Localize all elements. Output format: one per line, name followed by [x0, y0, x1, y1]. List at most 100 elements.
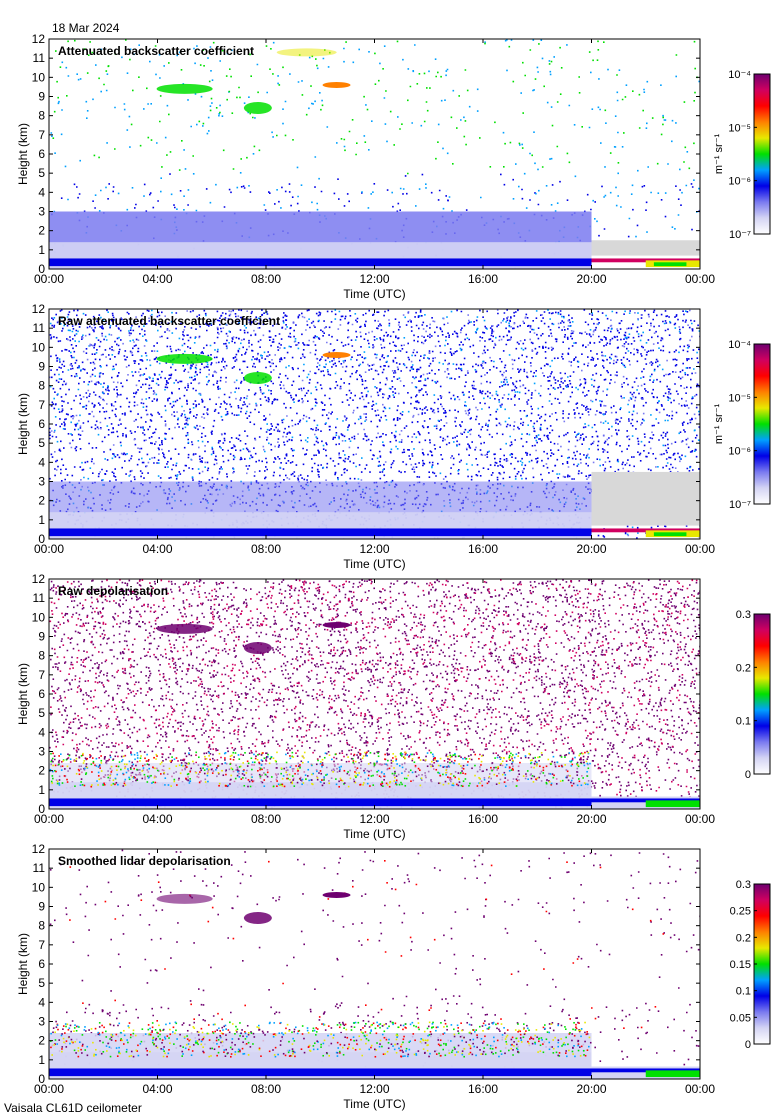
depol-speckle	[438, 782, 441, 785]
depol-speckle	[401, 753, 404, 755]
depol-speckle	[169, 1033, 172, 1036]
depol-speckle	[427, 1034, 429, 1037]
elevated-layer	[322, 892, 351, 898]
depol-speckle	[122, 785, 125, 787]
depol-speckle	[258, 1028, 261, 1031]
depol-speckle	[116, 769, 118, 771]
depol-speckle	[291, 755, 294, 758]
x-tick-label: 04:00	[142, 812, 172, 826]
depol-speckle	[315, 1031, 318, 1033]
depol-speckle	[320, 781, 322, 783]
depol-speckle	[284, 1032, 287, 1034]
depol-speckle	[352, 1036, 355, 1039]
depol-speckle	[154, 781, 157, 784]
y-tick-label: 12	[32, 32, 46, 46]
depol-speckle	[190, 1054, 193, 1057]
depol-speckle	[444, 1054, 447, 1057]
depol-speckle	[166, 1035, 169, 1037]
depol-speckle	[385, 1038, 388, 1041]
depol-speckle	[290, 781, 292, 784]
depol-speckle	[231, 1048, 234, 1051]
depol-speckle	[319, 770, 322, 772]
depol-speckle	[239, 1049, 241, 1052]
depol-speckle	[355, 772, 358, 775]
depol-speckle	[381, 782, 384, 785]
depol-speckle	[463, 1036, 465, 1039]
depol-speckle	[64, 1032, 66, 1034]
depol-speckle	[227, 784, 230, 787]
depol-speckle	[328, 782, 331, 785]
depol-speckle	[244, 1030, 246, 1033]
depol-speckle	[218, 782, 221, 785]
depol-speckle	[406, 754, 409, 756]
depol-speckle	[196, 1030, 199, 1033]
depol-speckle	[415, 1053, 417, 1055]
depol-speckle	[526, 1024, 528, 1027]
colorbar-tick-label: 0	[745, 769, 751, 781]
depol-speckle	[357, 751, 360, 754]
depol-speckle	[485, 768, 488, 771]
depol-speckle	[480, 764, 482, 766]
depol-speckle	[86, 766, 88, 769]
depol-speckle	[381, 781, 383, 783]
depol-speckle	[458, 777, 460, 780]
depol-speckle	[529, 753, 532, 756]
depol-speckle	[148, 763, 150, 766]
depol-speckle	[136, 778, 138, 781]
depol-speckle	[402, 1028, 404, 1031]
depol-speckle	[60, 753, 62, 755]
depol-speckle	[411, 759, 414, 762]
depol-speckle	[469, 1039, 472, 1041]
depol-speckle	[169, 1042, 171, 1045]
depol-speckle	[386, 1050, 389, 1053]
depol-speckle	[492, 1021, 495, 1024]
depol-speckle	[248, 780, 251, 783]
depol-speckle	[583, 782, 586, 784]
depol-speckle	[343, 1027, 345, 1029]
depol-speckle	[130, 753, 133, 756]
depol-speckle	[120, 1032, 123, 1034]
depol-speckle	[550, 782, 553, 785]
depol-speckle	[509, 766, 511, 769]
depol-speckle	[383, 1036, 386, 1039]
depol-speckle	[338, 1026, 341, 1029]
depol-speckle	[266, 775, 269, 778]
depol-speckle	[197, 1034, 200, 1036]
depol-speckle	[471, 1053, 474, 1056]
depol-speckle	[511, 1036, 514, 1039]
depol-speckle	[98, 1032, 100, 1035]
y-tick-label: 0	[38, 532, 45, 546]
depol-speckle	[291, 1031, 293, 1034]
depol-speckle	[379, 1043, 381, 1045]
depol-speckle	[185, 1043, 188, 1046]
depol-speckle	[246, 1024, 249, 1027]
depol-speckle	[68, 1036, 70, 1038]
depol-speckle	[348, 1043, 350, 1046]
depol-speckle	[535, 778, 537, 780]
depol-speckle	[294, 1026, 297, 1029]
depol-speckle	[234, 1044, 236, 1046]
depol-speckle	[136, 754, 139, 757]
depol-speckle	[62, 1037, 65, 1040]
depol-speckle	[256, 1026, 259, 1028]
depol-speckle	[362, 1027, 364, 1029]
depol-speckle	[367, 1039, 370, 1042]
depol-speckle	[304, 774, 307, 776]
depol-speckle	[292, 1052, 294, 1055]
depol-speckle	[439, 1044, 441, 1047]
depol-speckle	[160, 1048, 162, 1050]
depol-speckle	[401, 772, 403, 774]
depol-speckle	[149, 1027, 151, 1030]
depol-speckle	[58, 763, 60, 766]
depol-speckle	[550, 1023, 553, 1025]
depol-speckle	[343, 783, 345, 785]
depol-speckle	[70, 1030, 72, 1033]
depol-speckle	[472, 1029, 475, 1031]
cirrus-feature	[243, 642, 272, 654]
depol-speckle	[367, 774, 370, 777]
depol-speckle	[368, 770, 370, 773]
depol-speckle	[186, 1029, 189, 1032]
depol-speckle	[251, 776, 253, 778]
y-tick-label: 1	[38, 243, 45, 257]
depol-speckle	[190, 767, 192, 770]
